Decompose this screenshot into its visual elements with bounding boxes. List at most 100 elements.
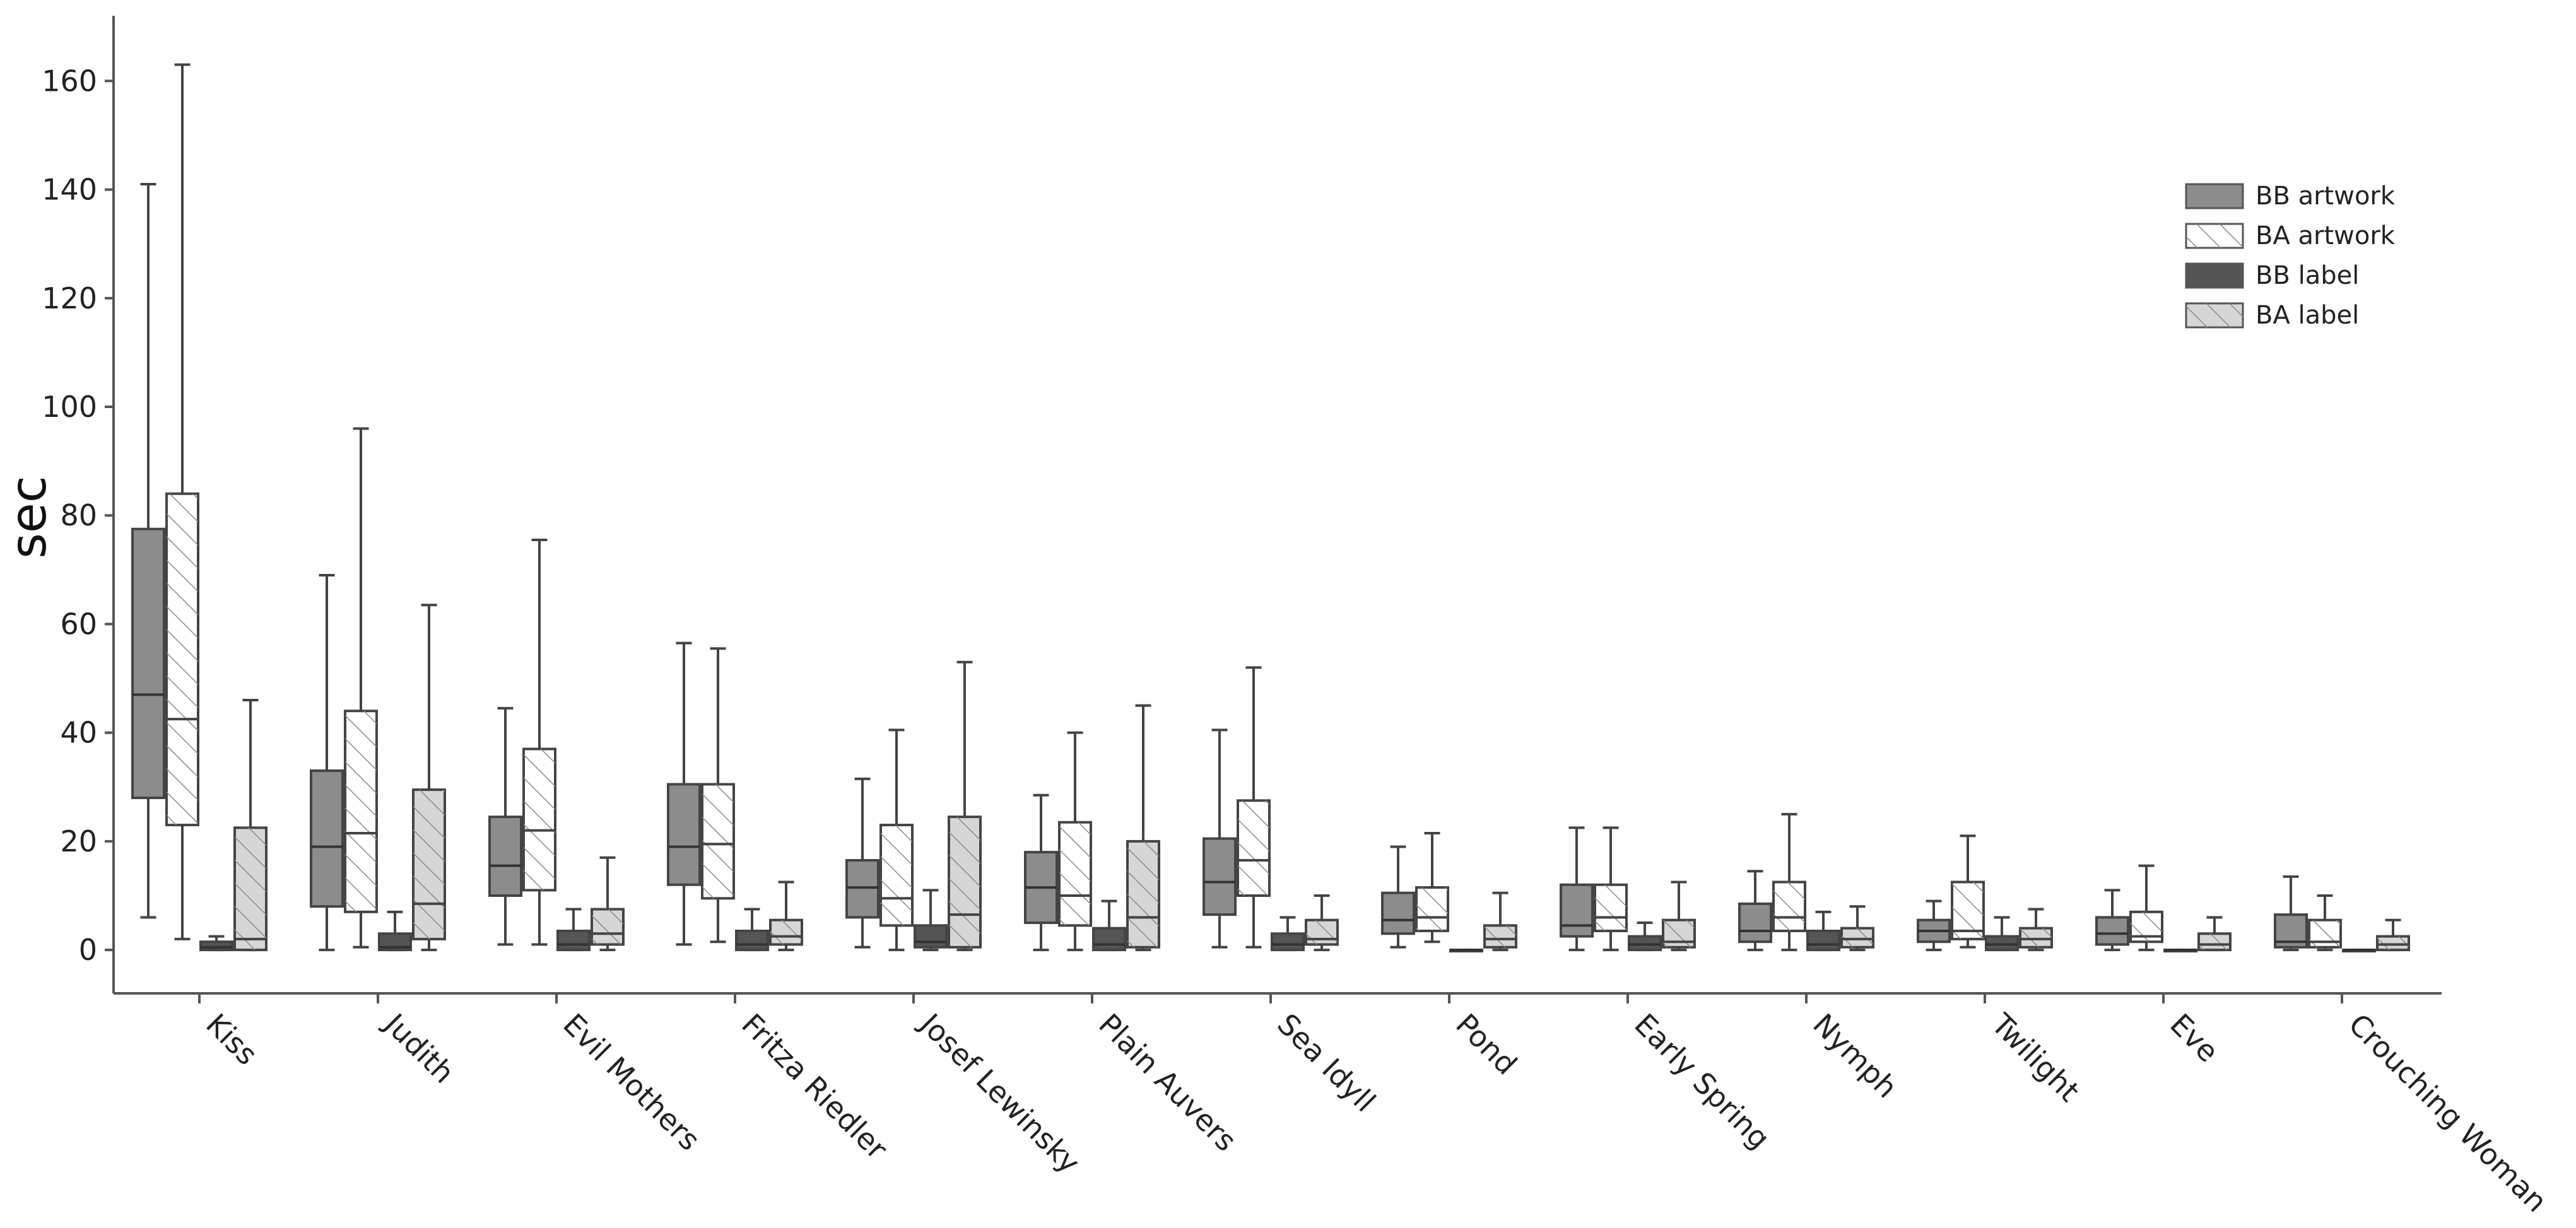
x-tick-label: Sea Idyll (1271, 1007, 1382, 1119)
box-ba-artwork-eve (2129, 864, 2163, 952)
box-hatch (770, 920, 802, 945)
box-bb-label-pond (1449, 949, 1483, 953)
legend-swatch (2185, 262, 2244, 289)
box-ba-label-fritza-riedler (769, 880, 803, 952)
axes-layer: 0 20 40 60 80 100 120 140 160 Kiss Judith Evil Moth… (42, 16, 2554, 1219)
box-bb-label-evil-mothers (556, 908, 591, 952)
box-hatch (592, 909, 623, 945)
y-tick-label: 160 (42, 64, 97, 98)
box-bb-artwork-early-spring (1560, 826, 1594, 952)
box-ba-artwork-sea-idyll (1237, 666, 1271, 949)
box-bb-label-kiss (199, 935, 233, 952)
box-body (845, 859, 879, 919)
box-hatch (167, 493, 198, 826)
box-bb-artwork-kiss (131, 182, 165, 919)
legend-item-bb-artwork: BB artwork (2185, 182, 2396, 211)
legend-swatch (2185, 183, 2244, 209)
box-hatch (1059, 822, 1091, 926)
box-ba-artwork-josef-lewinsky (879, 728, 914, 952)
legend-label: BB artwork (2255, 182, 2396, 211)
box-ba-artwork-judith (344, 427, 378, 949)
boxes-layer (131, 63, 2410, 953)
x-tick-label: Eve (2163, 1007, 2225, 1069)
legend-item-ba-label: BA label (2185, 301, 2359, 330)
box-bb-label-fritza-riedler (735, 908, 769, 952)
box-ba-artwork-kiss (165, 63, 199, 940)
box-ba-artwork-early-spring (1594, 826, 1628, 952)
box-ba-artwork-fritza-riedler (701, 647, 735, 944)
legend-item-ba-artwork: BA artwork (2185, 221, 2396, 250)
box-body (1806, 929, 1840, 952)
box-ba-label-eve (2197, 916, 2232, 952)
box-ba-artwork-pond (1415, 831, 1449, 944)
box-hatch (1663, 920, 1695, 947)
box-bb-artwork-judith (310, 573, 344, 952)
box-body (2095, 916, 2129, 946)
box-hatch (1238, 800, 1269, 896)
box-hatch (1127, 841, 1159, 947)
x-tick-label: Evil Mothers (556, 1007, 707, 1157)
box-hatch (1485, 925, 1516, 947)
box-ba-label-early-spring (1662, 880, 1696, 952)
box-hatch (1842, 928, 1873, 947)
box-body (199, 940, 233, 952)
y-tick-label: 40 (60, 716, 97, 750)
box-ba-artwork-twilight (1951, 834, 1985, 949)
box-body (1203, 837, 1237, 916)
box-body (556, 929, 591, 952)
y-tick-label: 100 (42, 390, 97, 424)
box-hatch (702, 784, 734, 899)
box-ba-label-pond (1483, 891, 1517, 952)
box-bb-label-plain-auvers (1092, 899, 1126, 952)
box-bb-label-crouching-woman (2342, 949, 2376, 953)
box-body (1985, 935, 2019, 952)
box-hatch (413, 790, 445, 939)
x-tick-label: Twilight (1985, 1007, 2086, 1108)
box-bb-artwork-twilight (1917, 899, 1951, 952)
box-bb-label-nymph (1806, 910, 1840, 952)
legend-item-bb-label: BB label (2185, 261, 2359, 290)
box-ba-artwork-evil-mothers (522, 538, 556, 946)
box-ba-label-judith (412, 604, 446, 952)
box-body (1560, 883, 1594, 938)
x-tick-label: Plain Auvers (1092, 1007, 1243, 1158)
box-hatch (1595, 884, 1626, 931)
x-tick-label: Fritza Riedler (735, 1007, 894, 1166)
box-ba-artwork-crouching-woman (2308, 894, 2342, 952)
legend-label: BA label (2255, 301, 2359, 330)
box-hatch (949, 817, 980, 947)
box-body (131, 527, 165, 799)
y-tick-label: 60 (60, 607, 97, 641)
box-ba-label-kiss (233, 699, 268, 952)
x-tick-label: Crouching Woman (2342, 1007, 2554, 1219)
y-axis-title: sec (1, 476, 57, 559)
legend-swatch-hatch (2186, 224, 2243, 248)
box-hatch (1773, 882, 1805, 931)
box-ba-label-nymph (1840, 905, 1874, 952)
box-hatch (1952, 882, 1984, 939)
x-tick-label: Judith (377, 1005, 461, 1090)
y-tick-label: 20 (60, 824, 97, 858)
box-ba-label-josef-lewinsky (948, 660, 982, 952)
box-ba-artwork-plain-auvers (1058, 731, 1092, 952)
box-bb-label-josef-lewinsky (914, 889, 948, 952)
box-body (1271, 932, 1305, 952)
x-tick-label: Pond (1449, 1007, 1524, 1082)
box-ba-label-twilight (2019, 908, 2053, 952)
box-hatch (235, 827, 266, 950)
y-tick-label: 0 (79, 933, 97, 967)
box-bb-artwork-josef-lewinsky (845, 777, 879, 949)
box-body (488, 816, 522, 898)
box-bb-artwork-eve (2095, 889, 2129, 952)
box-bb-label-judith (378, 910, 412, 952)
box-ba-label-plain-auvers (1126, 704, 1160, 952)
box-ba-label-evil-mothers (591, 856, 625, 952)
y-tick-label: 140 (42, 173, 97, 207)
box-bb-label-eve (2163, 949, 2197, 953)
legend-label: BA artwork (2255, 221, 2396, 250)
box-body (1381, 891, 1415, 935)
box-bb-label-twilight (1985, 916, 2019, 952)
box-hatch (881, 825, 912, 926)
box-bb-artwork-fritza-riedler (667, 641, 701, 946)
